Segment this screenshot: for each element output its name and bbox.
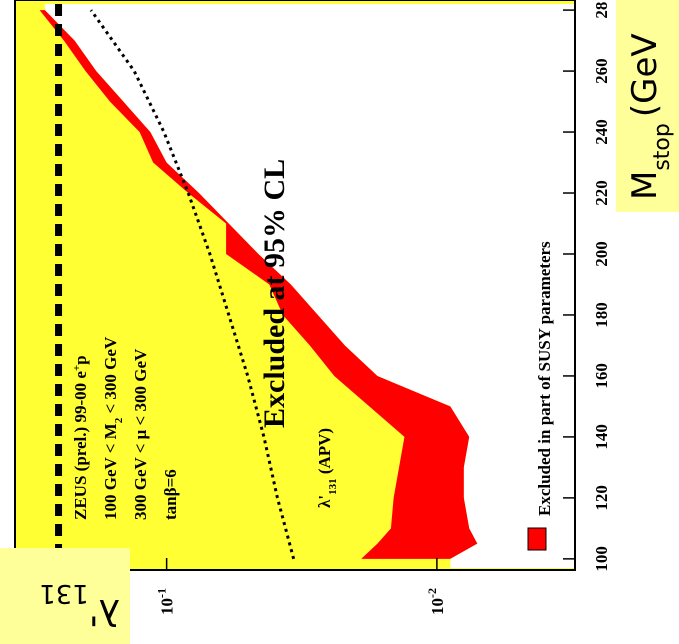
m2-range-label: 100 GeV < M2 < 300 GeV [101, 336, 125, 520]
y-axis-title-box: λ'131 [0, 548, 130, 644]
x-axis-ticks: 100 120 140 160 180 200 220 240 260 28 [563, 2, 611, 572]
y-tick-label: 10-2 [425, 588, 447, 615]
excluded-region-label: Excluded at 95% CL [258, 159, 291, 428]
plot-area: 100 120 140 160 180 200 220 240 260 28 10-1 10-2 Z… [14, 0, 611, 615]
x-tick-label: 160 [592, 363, 611, 389]
x-axis-title-box: Mstop(GeV [616, 0, 679, 212]
allowed-region [45, 4, 574, 568]
x-tick-label: 180 [592, 302, 611, 328]
mu-range-label: 300 GeV < μ < 300 GeV [131, 348, 150, 520]
x-tick-label: 260 [592, 58, 611, 84]
x-tick-label: 140 [592, 424, 611, 450]
x-tick-label: 220 [592, 180, 611, 206]
annotations: ZEUS (prel.) 99-00 e+p 100 GeV < M2 < 30… [71, 159, 554, 551]
x-tick-label: 240 [592, 119, 611, 145]
x-tick-label: 100 [592, 546, 611, 572]
tanbeta-label: tanβ=6 [161, 469, 180, 520]
legend-label: Excluded in part of SUSY parameters [535, 241, 554, 516]
apv-line-label: λ'131 (APV) [315, 428, 339, 508]
red-partial-exclusion-band [39, 10, 478, 559]
x-tick-label: 200 [592, 241, 611, 267]
x-tick-label: 28 [592, 2, 611, 19]
x-axis-title: Mstop(GeV [625, 33, 675, 200]
y-axis-ticks: 10-1 10-2 [155, 558, 447, 615]
y-tick-label: 10-1 [155, 588, 177, 615]
y-axis-title: λ'131 [39, 578, 120, 632]
x-tick-label: 120 [592, 485, 611, 511]
dataset-label: ZEUS (prel.) 99-00 e+p [71, 355, 90, 520]
legend-swatch [527, 527, 547, 551]
